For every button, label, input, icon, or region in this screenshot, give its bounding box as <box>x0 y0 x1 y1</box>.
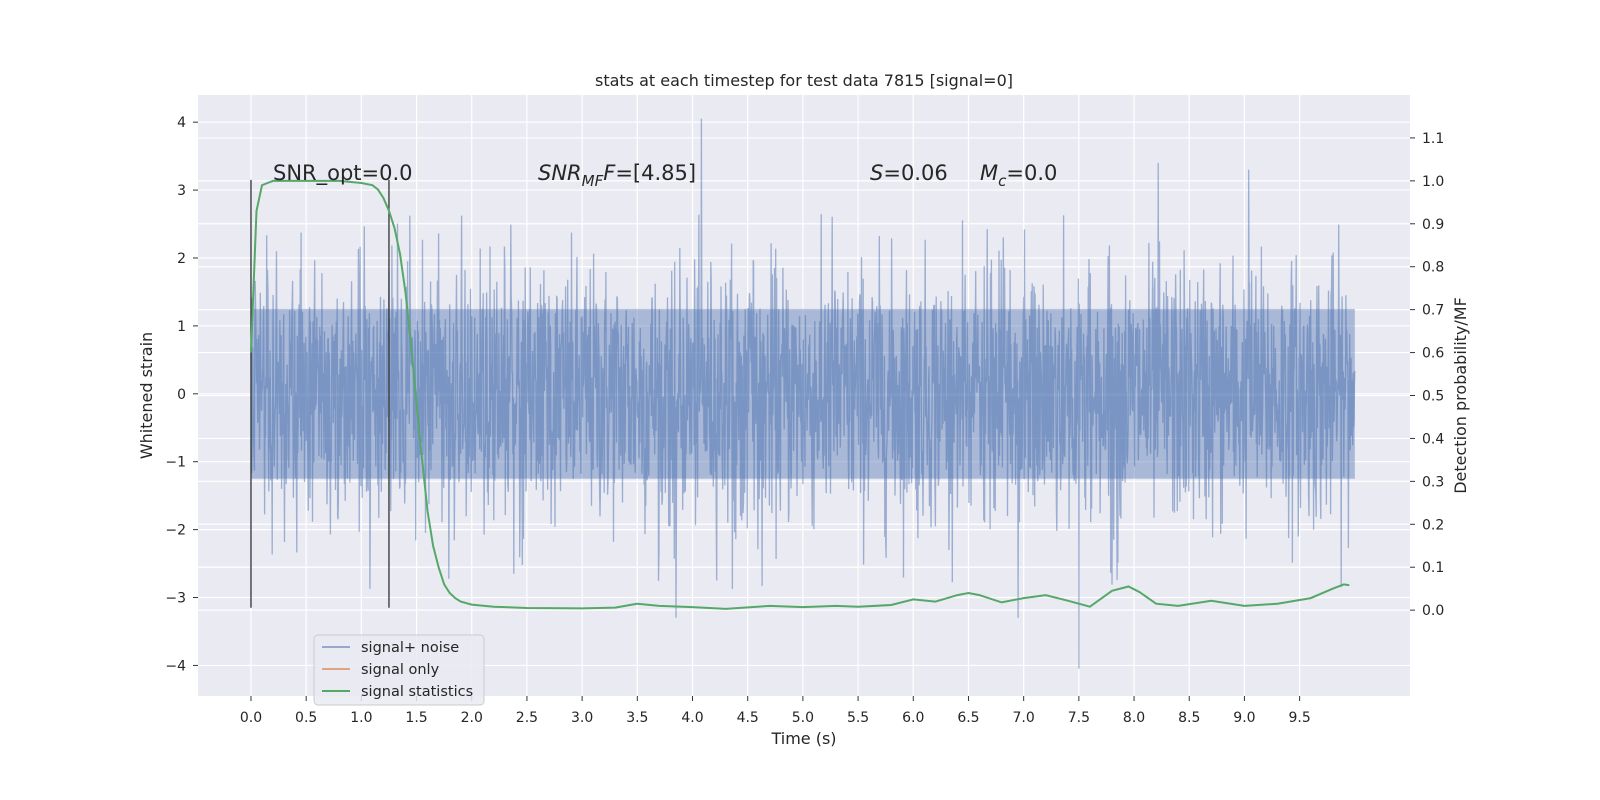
y2-tick-label: 0.6 <box>1422 346 1444 362</box>
x-tick-label: 1.5 <box>405 710 427 726</box>
annotation-snr-mf-f: F <box>603 161 616 185</box>
x-tick-label: 9.5 <box>1288 710 1310 726</box>
x-tick-label: 7.0 <box>1013 710 1035 726</box>
legend-label: signal only <box>361 662 440 678</box>
annotation-s-value: =0.06 <box>883 161 947 185</box>
x-axis-label: Time (s) <box>770 729 836 748</box>
legend-label: signal+ noise <box>361 640 459 656</box>
y2-tick-label: 0.5 <box>1422 389 1444 405</box>
y2-tick-label: 0.9 <box>1422 217 1444 233</box>
x-tick-label: 2.0 <box>461 710 483 726</box>
y-tick-label: 0 <box>177 387 186 403</box>
x-tick-label: 0.0 <box>240 710 262 726</box>
series-signal-noise <box>250 118 1356 669</box>
y-tick-label: 3 <box>177 183 186 199</box>
y-tick-label: −3 <box>165 591 186 607</box>
series-signal-statistics <box>250 179 1350 610</box>
stats-line <box>250 179 1350 610</box>
x-tick-label: 6.0 <box>902 710 924 726</box>
x-tick-label: 3.5 <box>626 710 648 726</box>
y-tick-label: 2 <box>177 251 186 267</box>
annotation-mc-main: M <box>980 161 998 185</box>
y2-tick-label: 1.1 <box>1422 131 1444 147</box>
annotation-mc: Mc=0.0 <box>980 161 1057 190</box>
chart-title: stats at each timestep for test data 781… <box>595 71 1013 90</box>
annotation-snr-mf-sub: MF <box>582 172 604 190</box>
x-tick-label: 0.5 <box>295 710 317 726</box>
y2-tick-label: 0.2 <box>1422 517 1444 533</box>
y2-tick-label: 0.1 <box>1422 560 1444 576</box>
noise-core-band <box>250 308 1355 479</box>
y-tick-label: 4 <box>177 115 186 131</box>
annotation-mc-value: =0.0 <box>1006 161 1057 185</box>
y-axis-label: Whitened strain <box>137 332 156 459</box>
x-tick-label: 4.0 <box>681 710 703 726</box>
y2-tick-label: 0.7 <box>1422 303 1444 319</box>
y-tick-label: −2 <box>165 523 186 539</box>
y-tick-label: 1 <box>177 319 186 335</box>
x-tick-label: 5.5 <box>847 710 869 726</box>
x-tick-label: 6.5 <box>957 710 979 726</box>
y2-axis-label: Detection probability/MF <box>1451 297 1470 494</box>
noise-trace <box>250 118 1356 669</box>
x-tick-label: 2.5 <box>516 710 538 726</box>
legend-label: signal statistics <box>361 684 473 700</box>
y2-tick-label: 0.0 <box>1422 603 1444 619</box>
tick-labels: 0.0 0.5 1.0 1.5 2.0 2.5 3.0 3.5 4.0 4.5 5.0 5.5 6.0 6… <box>165 115 1444 726</box>
y2-tick-label: 0.8 <box>1422 260 1444 276</box>
x-tick-label: 1.0 <box>350 710 372 726</box>
annotation-snr-mf-value: =[4.85] <box>615 161 696 185</box>
y2-tick-label: 1.0 <box>1422 174 1444 190</box>
y-tick-label: −1 <box>165 455 186 471</box>
legend-box <box>313 634 485 706</box>
x-tick-label: 4.5 <box>737 710 759 726</box>
x-tick-label: 9.0 <box>1233 710 1255 726</box>
y-tick-label: −4 <box>165 658 186 674</box>
annotation-mc-sub: c <box>998 172 1007 190</box>
y2-tick-label: 0.4 <box>1422 431 1444 447</box>
annotation-s: S=0.06 <box>870 161 948 185</box>
x-tick-label: 3.0 <box>571 710 593 726</box>
annotations: SNR_opt=0.0 SNRMFF=[4.85] S=0.06 Mc=0.0 <box>273 161 1057 190</box>
annotation-snr-mf-main: SNR <box>538 161 582 185</box>
annotation-snr-mf: SNRMFF=[4.85] <box>538 161 696 190</box>
annotation-snr-opt: SNR_opt=0.0 <box>273 161 413 186</box>
vertical-markers <box>250 179 390 608</box>
y2-tick-label: 0.3 <box>1422 474 1444 490</box>
x-tick-label: 8.5 <box>1178 710 1200 726</box>
annotation-s-main: S <box>870 161 883 185</box>
legend: signal+ noise signal only signal statistic… <box>313 634 485 706</box>
x-tick-label: 8.0 <box>1123 710 1145 726</box>
x-tick-label: 5.0 <box>792 710 814 726</box>
x-tick-label: 7.5 <box>1068 710 1090 726</box>
